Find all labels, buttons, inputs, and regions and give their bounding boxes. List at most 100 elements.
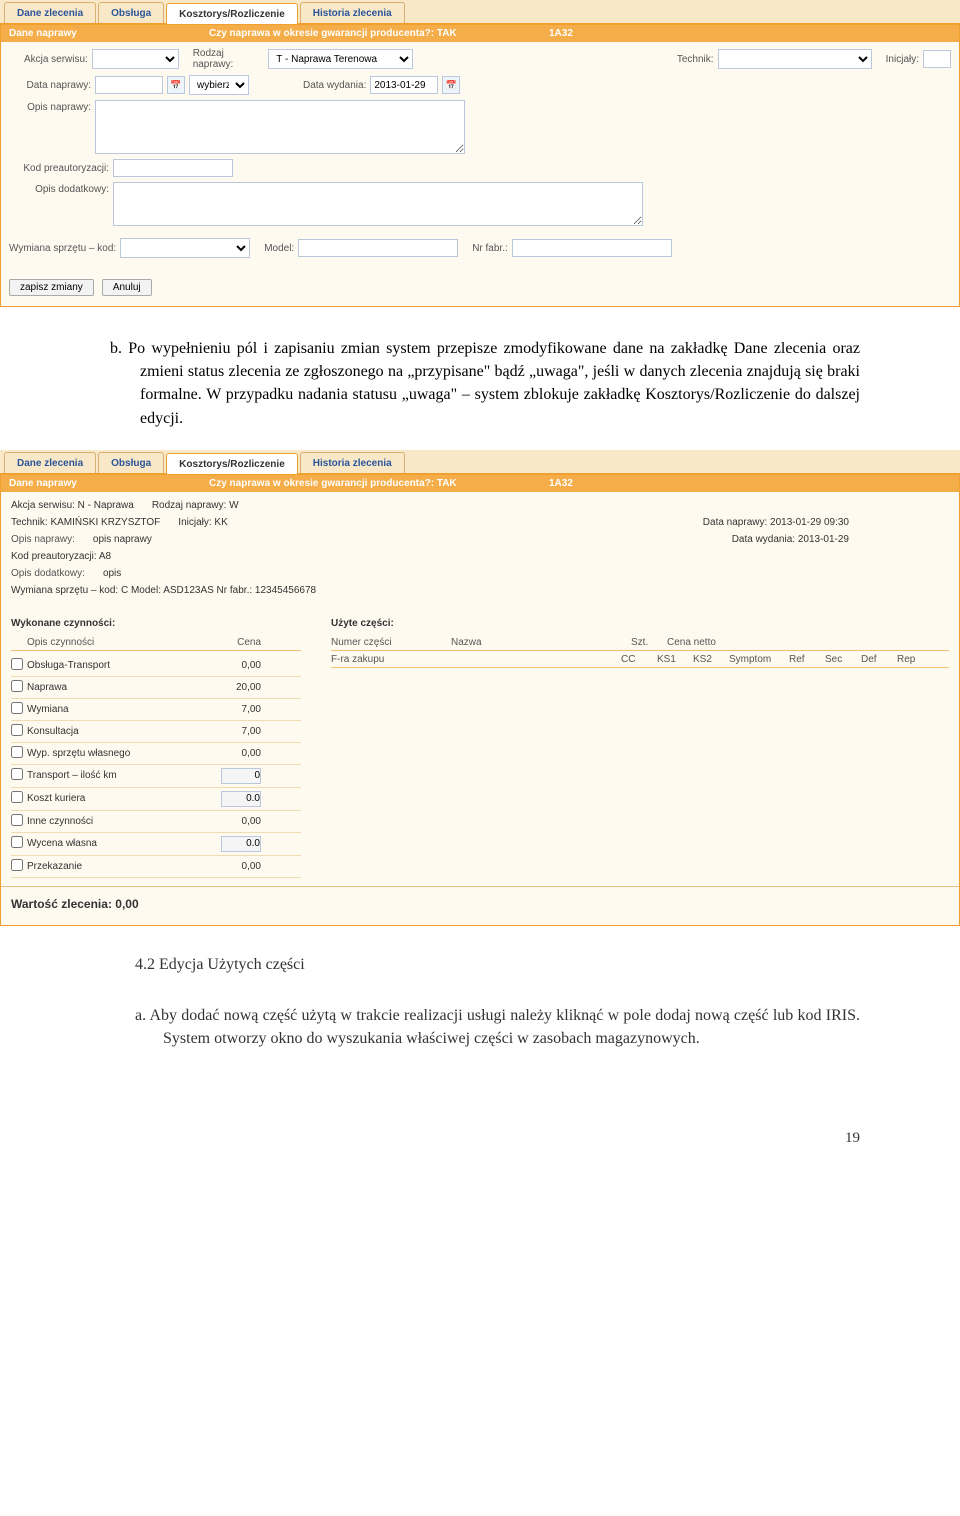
ro-wymiana: Wymiana sprzętu – kod: C Model: ASD123AS… xyxy=(11,585,316,596)
cancel-button[interactable]: Anuluj xyxy=(102,279,152,296)
tab-obsluga[interactable]: Obsługa xyxy=(98,2,164,23)
activities-title: Wykonane czynności: xyxy=(11,618,301,629)
parts-head-cc: CC xyxy=(621,654,657,665)
select-wymiana-kod[interactable] xyxy=(120,238,250,258)
label-rodzaj: Rodzaj naprawy: xyxy=(193,48,265,70)
tab-historia[interactable]: Historia zlecenia xyxy=(300,452,405,473)
input-data-naprawy[interactable] xyxy=(95,76,163,94)
activity-row: Obsługa-Transport0,00 xyxy=(11,655,301,677)
parts-head-szt: Szt. xyxy=(631,637,667,648)
tab-dane-zlecenia[interactable]: Dane zlecenia xyxy=(4,452,96,473)
parts-head-ks1: KS1 xyxy=(657,654,693,665)
input-nrfabr[interactable] xyxy=(512,239,672,257)
activity-name: Koszt kuriera xyxy=(27,793,201,804)
textarea-opis-dodatkowy[interactable] xyxy=(113,182,643,226)
ro-opis-dod-label: Opis dodatkowy: xyxy=(11,568,85,579)
activity-row: Inne czynności0,00 xyxy=(11,811,301,833)
parts-head-fra: F-ra zakupu xyxy=(331,654,451,665)
parts-column: Użyte części: Numer części Nazwa Szt. Ce… xyxy=(331,618,949,878)
activity-checkbox[interactable] xyxy=(11,768,23,780)
label-opis-naprawy: Opis naprawy: xyxy=(9,100,91,113)
activity-price: 7,00 xyxy=(201,704,271,715)
activity-row: Wyp. sprzętu własnego0,00 xyxy=(11,743,301,765)
activity-name: Naprawa xyxy=(27,682,201,693)
activity-price-input[interactable] xyxy=(221,768,261,784)
activity-price: 0,00 xyxy=(201,660,271,671)
activity-price-input[interactable] xyxy=(221,791,261,807)
activity-checkbox[interactable] xyxy=(11,836,23,848)
select-rodzaj-naprawy[interactable]: T - Naprawa Terenowa xyxy=(268,49,413,69)
activity-checkbox[interactable] xyxy=(11,658,23,670)
paragraph-b: b. Po wypełnieniu pól i zapisaniu zmian … xyxy=(0,307,960,450)
select-technik[interactable] xyxy=(718,49,872,69)
ro-rodzaj: Rodzaj naprawy: W xyxy=(152,500,239,511)
panel-form-1: Dane naprawy Czy naprawa w okresie gwara… xyxy=(0,25,960,307)
activity-name: Wymiana xyxy=(27,704,201,715)
activity-name: Konsultacja xyxy=(27,726,201,737)
activity-checkbox[interactable] xyxy=(11,791,23,803)
ro-data-naprawy: Data naprawy: 2013-01-29 09:30 xyxy=(703,517,949,528)
order-total: Wartość zlecenia: 0,00 xyxy=(1,886,959,925)
tab-kosztorys[interactable]: Kosztorys/Rozliczenie xyxy=(166,453,298,474)
ro-opis-dod-value: opis xyxy=(103,568,121,579)
activity-checkbox[interactable] xyxy=(11,746,23,758)
activity-checkbox[interactable] xyxy=(11,702,23,714)
activities-head-cena: Cena xyxy=(201,637,271,648)
ro-data-wydania: Data wydania: 2013-01-29 xyxy=(732,534,949,545)
input-kod-preautoryzacji[interactable] xyxy=(113,159,233,177)
tabs-1: Dane zlecenia Obsługa Kosztorys/Rozlicze… xyxy=(0,0,960,25)
activity-row: Wycena własna xyxy=(11,833,301,856)
activities-column: Wykonane czynności: Opis czynności Cena … xyxy=(11,618,301,878)
input-data-wydania[interactable] xyxy=(370,76,438,94)
label-technik: Technik: xyxy=(677,54,714,65)
parts-head-num: Numer części xyxy=(331,637,451,648)
activity-row: Naprawa20,00 xyxy=(11,677,301,699)
activity-row: Transport – ilość km xyxy=(11,765,301,788)
activity-checkbox[interactable] xyxy=(11,724,23,736)
ro-technik: Technik: KAMIŃSKI KRZYSZTOF xyxy=(11,517,160,528)
activity-price-input[interactable] xyxy=(221,836,261,852)
activity-checkbox[interactable] xyxy=(11,680,23,692)
activity-checkbox[interactable] xyxy=(11,814,23,826)
activity-row: Konsultacja7,00 xyxy=(11,721,301,743)
tab-obsluga[interactable]: Obsługa xyxy=(98,452,164,473)
input-inicjaly[interactable] xyxy=(923,50,951,68)
calendar-icon[interactable]: 📅 xyxy=(442,76,460,94)
parts-head-rep: Rep xyxy=(897,654,933,665)
parts-head-ref: Ref xyxy=(789,654,825,665)
activities-head-opis: Opis czynności xyxy=(11,637,201,648)
input-model[interactable] xyxy=(298,239,458,257)
save-button[interactable]: zapisz zmiany xyxy=(9,279,94,296)
label-kod-preautoryzacji: Kod preautoryzacji: xyxy=(9,163,109,174)
select-akcja-serwisu[interactable] xyxy=(92,49,179,69)
activity-price: 0,00 xyxy=(201,748,271,759)
label-opis-dodatkowy: Opis dodatkowy: xyxy=(9,182,109,195)
calendar-icon[interactable]: 📅 xyxy=(167,76,185,94)
label-wymiana-kod: Wymiana sprzętu – kod: xyxy=(9,243,116,254)
activity-price: 0,00 xyxy=(201,816,271,827)
tabs-2: Dane zlecenia Obsługa Kosztorys/Rozlicze… xyxy=(0,450,960,475)
ro-opis-naprawy-value: opis naprawy xyxy=(93,534,152,545)
activity-row: Koszt kuriera xyxy=(11,788,301,811)
activity-name: Wycena własna xyxy=(27,838,201,849)
activity-name: Wyp. sprzętu własnego xyxy=(27,748,201,759)
activity-name: Obsługa-Transport xyxy=(27,660,201,671)
header-code: 1A32 xyxy=(549,478,951,489)
tab-historia[interactable]: Historia zlecenia xyxy=(300,2,405,23)
activity-name: Transport – ilość km xyxy=(27,770,201,781)
activity-checkbox[interactable] xyxy=(11,859,23,871)
label-nrfabr: Nr fabr.: xyxy=(472,243,508,254)
activity-name: Przekazanie xyxy=(27,861,201,872)
ro-inicjaly: Inicjały: KK xyxy=(178,517,227,528)
activity-name: Inne czynności xyxy=(27,816,201,827)
ro-opis-naprawy-label: Opis naprawy: xyxy=(11,534,75,545)
textarea-opis-naprawy[interactable] xyxy=(95,100,465,154)
parts-head-cena: Cena netto xyxy=(667,637,726,648)
header-gwarancja: Czy naprawa w okresie gwarancji producen… xyxy=(209,28,549,39)
label-data-wydania: Data wydania: xyxy=(303,80,366,91)
tab-dane-zlecenia[interactable]: Dane zlecenia xyxy=(4,2,96,23)
header-code: 1A32 xyxy=(549,28,951,39)
select-wybierz[interactable]: wybierz xyxy=(189,75,249,95)
header-dane-naprawy: Dane naprawy xyxy=(9,28,209,39)
tab-kosztorys[interactable]: Kosztorys/Rozliczenie xyxy=(166,3,298,24)
